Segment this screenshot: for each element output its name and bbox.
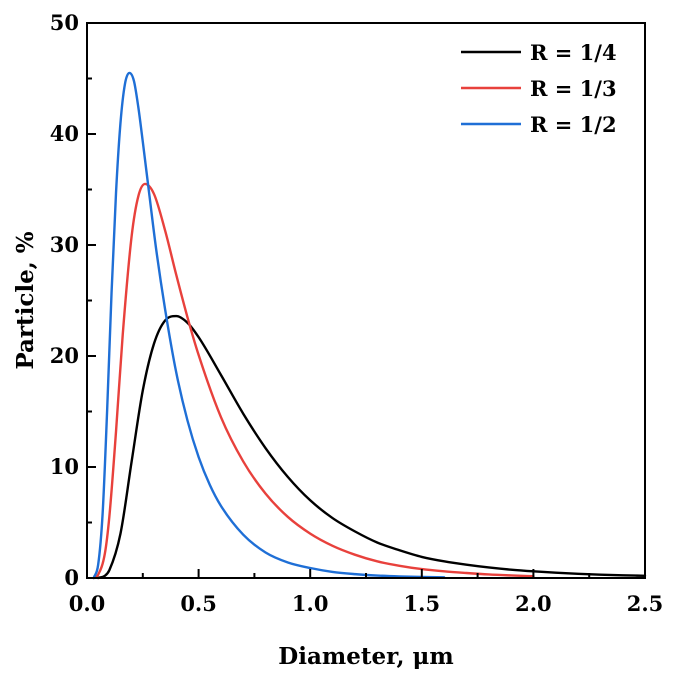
series-line-2 [92, 182, 535, 580]
plot-frame [86, 22, 646, 579]
legend: R = 1/4 R = 1/3 R = 1/2 [461, 40, 617, 137]
y-tick-label: 20 [50, 343, 79, 368]
y-tick-label: 30 [50, 232, 79, 257]
tick-layer: 0 10 20 30 40 50 0.0 0.5 1.0 1.5 2.0 2.5 [50, 10, 664, 616]
legend-label-3: R = 1/2 [530, 112, 617, 137]
y-tick-label: 50 [50, 10, 79, 35]
y-tick-label: 40 [50, 121, 79, 146]
legend-label-1: R = 1/4 [530, 40, 617, 65]
x-axis-label: Diameter, μm [278, 643, 453, 670]
x-tick-label: 1.5 [404, 591, 441, 616]
x-tick-label: 0.0 [69, 591, 106, 616]
x-tick-label: 2.5 [627, 591, 664, 616]
y-tick-label: 10 [50, 454, 79, 479]
series-line-1 [96, 314, 647, 580]
series-line-3 [92, 71, 446, 580]
series-layer [92, 71, 647, 580]
x-tick-label: 2.0 [515, 591, 552, 616]
y-axis-label: Particle, % [12, 231, 39, 369]
x-tick-label: 1.0 [292, 591, 329, 616]
x-tick-label: 0.5 [180, 591, 217, 616]
legend-label-2: R = 1/3 [530, 76, 617, 101]
y-tick-label: 0 [64, 565, 79, 590]
